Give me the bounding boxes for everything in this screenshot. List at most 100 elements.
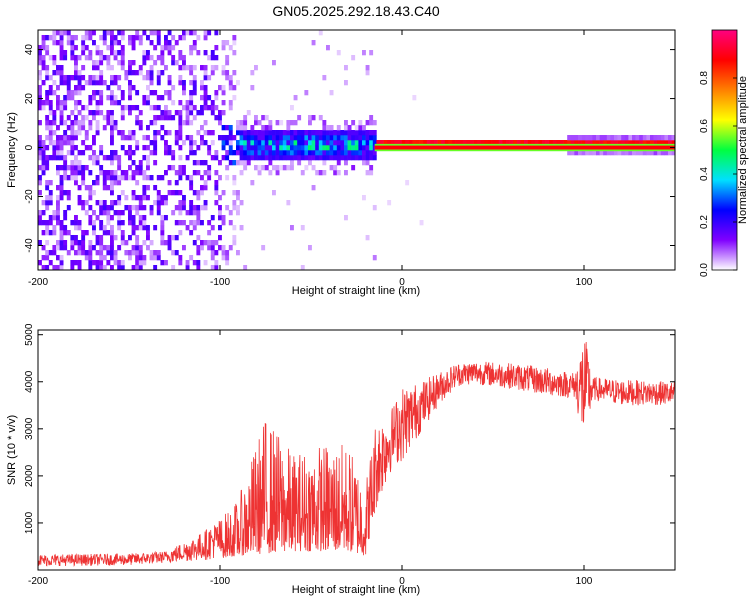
spectrogram-cell [84,30,89,36]
spectrogram-cell [138,70,143,76]
spectrogram-cell [106,65,111,71]
spectrogram-cell [135,140,140,146]
spectrogram-cell [63,240,68,246]
spectrogram-cell [156,75,161,81]
spectrogram-cell [92,30,96,36]
spectrogram-cell [48,105,53,111]
spectrogram-cell [138,200,143,206]
spectrogram-cell [322,155,327,161]
spectrogram-cell [516,140,521,146]
spectrogram-cell [142,220,147,226]
spectrogram-cell [45,100,50,106]
spectrogram-cell [81,35,86,41]
spectrogram-cell [88,75,93,81]
spectrogram-cell [110,135,114,141]
spectrogram-cell [286,140,291,146]
spectrogram-cell [128,90,132,96]
spectrogram-cell [81,165,86,171]
spectrogram-cell [185,175,190,181]
spectrogram-cell [45,205,50,211]
spectrogram-cell [228,135,233,141]
spectrogram-cell [192,150,197,156]
spectrogram-cell [45,200,50,206]
spectrogram-cell [344,135,348,141]
spectrogram-cell [74,240,78,246]
spectrogram-cell [282,150,287,156]
spectrogram-cell [203,130,208,136]
spectrogram-cell [192,205,197,211]
spectrogram-cell [398,140,402,146]
spectrogram-cell [59,240,64,246]
spectrogram-cell [178,220,183,226]
spectrogram-cell [203,105,208,111]
spectrogram-cell [207,55,212,61]
spectrogram-cell [142,195,147,201]
spectrogram-cell [66,115,71,121]
spectrogram-cell [92,260,96,266]
spectrogram-cell [70,170,75,176]
spectrogram-cell [45,120,50,126]
spectrogram-cell [322,130,327,136]
spectrogram-cell [92,160,96,166]
spectrogram-cell [59,35,64,41]
spectrogram-cell [146,160,150,166]
spectrogram-cell [138,165,143,171]
spectrogram-cell [131,245,136,251]
spectrogram-cell [599,140,604,146]
spectrogram-cell [369,140,374,146]
spectrogram-cell [221,65,226,71]
spectrogram-cell [45,180,50,186]
spectrogram-cell [210,215,215,221]
spectrogram-cell [70,135,75,141]
spectrogram-cell [48,85,53,91]
spectrogram-cell [59,55,64,61]
spectrogram-cell [110,190,114,196]
spectrogram-cell [214,250,219,256]
spectrogram-cell [257,130,262,136]
spectrogram-cell [164,115,168,121]
spectrogram-cell [196,160,201,166]
spectrogram-cell [243,265,248,270]
spectrogram-cell [56,85,60,91]
spectrogram-cell [81,45,86,51]
spectrogram-cell [117,180,122,186]
spectrogram-cell [232,40,237,46]
spectrogram-cell [164,45,168,51]
spectrogram-cell [272,145,276,151]
spectrogram-cell [167,180,172,186]
spectrogram-cell [63,95,68,101]
spectrogram-cell [167,245,172,251]
spectrogram-cell [347,155,352,161]
spectrogram-cell [45,95,50,101]
spectrogram-cell [160,260,165,266]
spectrogram-cell [120,170,125,176]
spectrogram-cell [178,125,183,131]
spectrogram-cell [221,45,226,51]
spectrogram-cell [272,150,276,156]
spectrogram-cell [218,245,222,251]
spectrogram-cell [160,230,165,236]
spectrogram-cell [218,115,222,121]
spectrogram-cell [354,135,359,141]
spectrogram-cell [52,210,57,216]
spectrogram-cell [653,150,658,156]
spectrogram-cell [257,120,262,126]
spectrogram-cell [41,55,46,61]
spectrogram-cell [246,145,251,151]
spectrogram-cell [156,115,161,121]
snr-x-ticks: -200 -100 0 100 [28,330,593,587]
spectrogram-cell [232,135,237,141]
spectrogram-cell [315,140,320,146]
spectrogram-cell [236,160,240,166]
spectrogram-cell [192,160,197,166]
spectrogram-cell [329,135,334,141]
spectrogram-cell [110,90,114,96]
spectrogram-cell [189,30,194,36]
spectrogram-cell [210,55,215,61]
spectrogram-cell [210,245,215,251]
spectrogram-cell [135,225,140,231]
spectrogram-cell [74,160,78,166]
spectrogram-cell [340,150,345,156]
spectrogram-cell [218,85,222,91]
spectrogram-cell [56,150,60,156]
